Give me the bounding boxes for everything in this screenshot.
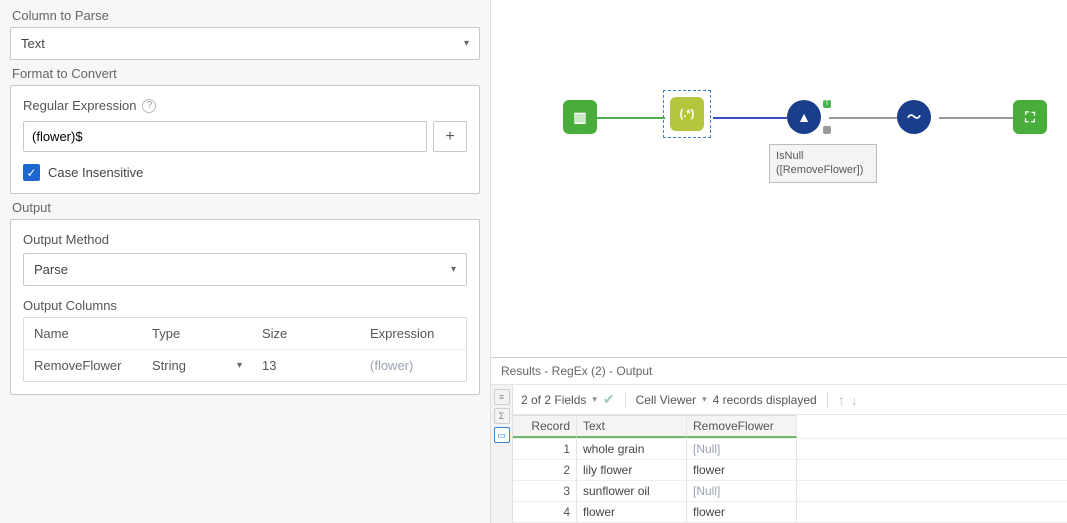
grid-row[interactable]: 2lily flowerflower: [513, 460, 1067, 481]
chevron-down-icon: ▾: [464, 38, 469, 49]
output-columns-table: Name Type Size Expression RemoveFlower S…: [23, 317, 467, 382]
cell-viewer-label[interactable]: Cell Viewer: [636, 393, 696, 407]
results-vertical-tabs: ≡ Σ ▭: [491, 385, 513, 523]
chevron-down-icon: ▾: [237, 360, 242, 371]
results-grid[interactable]: Record Text RemoveFlower 1whole grain[Nu…: [513, 415, 1067, 523]
col-name-value[interactable]: RemoveFlower: [24, 350, 142, 381]
col-expr-value: (flower): [360, 350, 466, 381]
col-size-header: Size: [252, 318, 360, 350]
caret-icon[interactable]: ▾: [702, 394, 707, 405]
case-insensitive-checkbox[interactable]: ✓: [23, 164, 40, 181]
output-method-label: Output Method: [23, 232, 467, 247]
grid-cell-record: 1: [513, 439, 577, 459]
records-displayed: 4 records displayed: [713, 393, 817, 407]
binoculars-icon: ⛶: [1025, 109, 1035, 126]
grid-row[interactable]: 1whole grain[Null]: [513, 439, 1067, 460]
grid-cell-text: flower: [577, 502, 687, 522]
grid-cell-text: sunflower oil: [577, 481, 687, 501]
workflow-canvas[interactable]: ▥ (.*) ▲ T ～ ⛶ IsNull ([RemoveFlower]): [491, 0, 1067, 357]
down-arrow-icon[interactable]: ↓: [851, 392, 858, 408]
regex-tool-node[interactable]: (.*): [670, 97, 704, 131]
wire: [939, 117, 1013, 119]
filter-tool-node[interactable]: ▲: [787, 100, 821, 134]
results-title: Results - RegEx (2) - Output: [491, 358, 1067, 385]
regex-tool-selected[interactable]: (.*): [663, 90, 711, 138]
column-to-parse-value: Text: [21, 36, 45, 51]
up-arrow-icon[interactable]: ↑: [838, 392, 845, 408]
grid-cell-remove: [Null]: [687, 439, 797, 459]
output-method-select[interactable]: Parse ▾: [23, 253, 467, 286]
grid-cell-remove: [Null]: [687, 481, 797, 501]
true-port: T: [823, 100, 831, 108]
col-size-value[interactable]: 13: [252, 350, 360, 381]
grid-cell-text: lily flower: [577, 460, 687, 480]
output-columns-label: Output Columns: [23, 298, 467, 313]
grid-header-remove[interactable]: RemoveFlower: [687, 415, 797, 438]
grid-header-record[interactable]: Record: [513, 415, 577, 438]
false-port: [823, 126, 831, 134]
col-type-value[interactable]: String ▾: [142, 350, 252, 381]
browse-tool-node[interactable]: ⛶: [1013, 100, 1047, 134]
grid-cell-text: whole grain: [577, 439, 687, 459]
wire: [597, 117, 665, 119]
filter-icon: ▲: [797, 109, 811, 125]
filter-annotation: IsNull ([RemoveFlower]): [769, 144, 877, 183]
fields-count[interactable]: 2 of 2 Fields: [521, 393, 586, 407]
vtab-3[interactable]: ▭: [494, 427, 510, 443]
regex-input[interactable]: [23, 121, 427, 152]
results-toolbar: 2 of 2 Fields ▾ ✔ Cell Viewer ▾ 4 record…: [513, 385, 1067, 415]
grid-header-text[interactable]: Text: [577, 415, 687, 438]
regex-icon: (.*): [680, 108, 695, 120]
results-pane: Results - RegEx (2) - Output ≡ Σ ▭ 2 of …: [491, 357, 1067, 523]
chevron-down-icon: ▾: [451, 264, 456, 275]
col-name-header: Name: [24, 318, 142, 350]
grid-cell-record: 4: [513, 502, 577, 522]
check-icon: ～: [907, 107, 921, 127]
add-regex-button[interactable]: +: [433, 121, 467, 152]
grid-cell-remove: flower: [687, 502, 797, 522]
regex-label: Regular Expression ?: [23, 98, 467, 113]
formula-tool-node[interactable]: ～: [897, 100, 931, 134]
col-type-header: Type: [142, 318, 252, 350]
grid-cell-record: 3: [513, 481, 577, 501]
right-panel: ▥ (.*) ▲ T ～ ⛶ IsNull ([RemoveFlower]) R…: [490, 0, 1067, 523]
col-expr-header: Expression: [360, 318, 466, 350]
help-icon[interactable]: ?: [142, 99, 156, 113]
output-label: Output: [12, 200, 480, 215]
grid-cell-remove: flower: [687, 460, 797, 480]
grid-row[interactable]: 4flowerflower: [513, 502, 1067, 523]
column-to-parse-label: Column to Parse: [12, 8, 480, 23]
case-insensitive-label: Case Insensitive: [48, 165, 143, 180]
book-icon: ▥: [573, 109, 586, 126]
check-icon[interactable]: ✔: [603, 391, 615, 408]
column-to-parse-select[interactable]: Text ▾: [10, 27, 480, 60]
grid-row[interactable]: 3sunflower oil[Null]: [513, 481, 1067, 502]
input-tool-node[interactable]: ▥: [563, 100, 597, 134]
output-panel: Output Method Parse ▾ Output Columns Nam…: [10, 219, 480, 395]
format-panel: Regular Expression ? + ✓ Case Insensitiv…: [10, 85, 480, 194]
vtab-2[interactable]: Σ: [494, 408, 510, 424]
output-method-value: Parse: [34, 262, 68, 277]
vtab-1[interactable]: ≡: [494, 389, 510, 405]
caret-icon[interactable]: ▾: [592, 394, 597, 405]
config-panel: Column to Parse Text ▾ Format to Convert…: [0, 0, 490, 523]
wire: [829, 117, 897, 119]
wire: [713, 117, 787, 119]
format-to-convert-label: Format to Convert: [12, 66, 480, 81]
grid-cell-record: 2: [513, 460, 577, 480]
